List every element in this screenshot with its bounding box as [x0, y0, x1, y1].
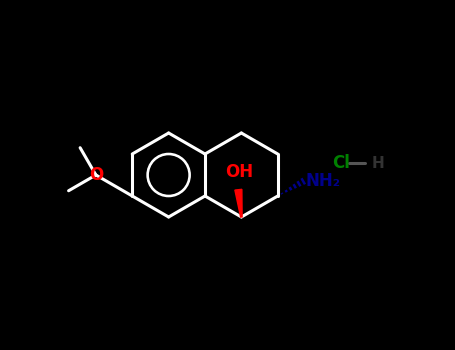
Text: OH: OH — [225, 163, 253, 181]
Text: NH₂: NH₂ — [305, 172, 340, 190]
Polygon shape — [235, 189, 242, 217]
Text: H: H — [371, 156, 384, 171]
Text: Cl: Cl — [332, 154, 350, 172]
Text: O: O — [89, 166, 103, 184]
